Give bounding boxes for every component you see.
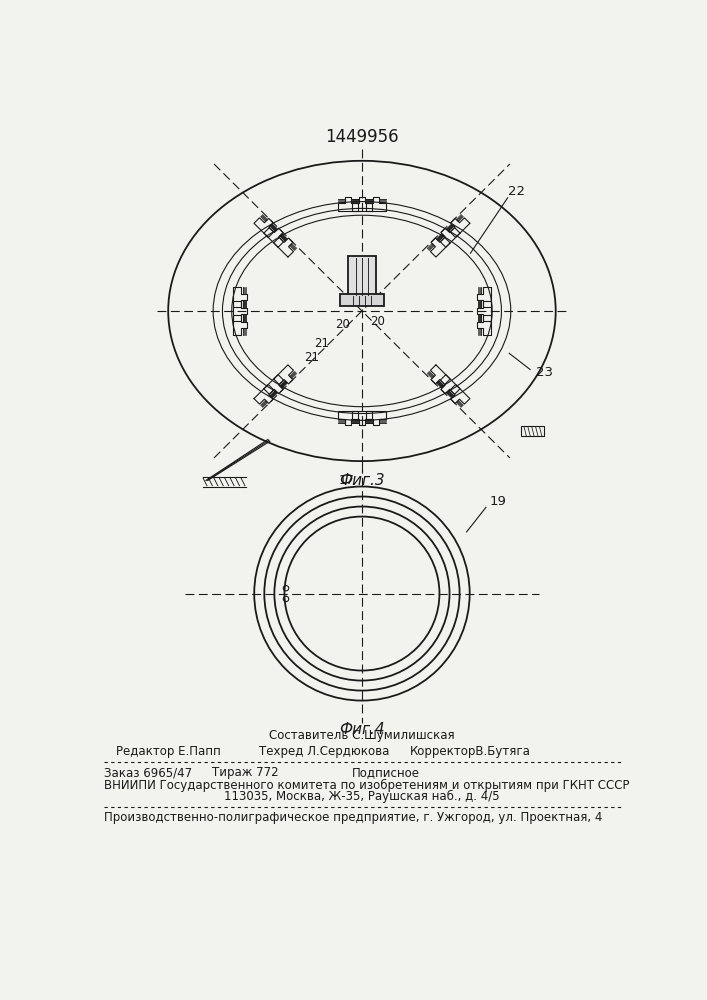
Text: Производственно-полиграфическое предприятие, г. Ужгород, ул. Проектная, 4: Производственно-полиграфическое предприя… xyxy=(104,811,602,824)
Text: Фиг.4: Фиг.4 xyxy=(339,722,385,737)
Bar xyxy=(521,426,544,436)
Text: 23: 23 xyxy=(536,366,553,379)
Text: 20: 20 xyxy=(335,318,350,331)
Text: 20: 20 xyxy=(370,315,385,328)
Text: Тираж 772: Тираж 772 xyxy=(212,766,279,779)
Text: 1449956: 1449956 xyxy=(325,128,399,146)
Bar xyxy=(340,294,384,306)
Text: 17: 17 xyxy=(339,474,354,487)
Text: КорректорВ.Бутяга: КорректорВ.Бутяга xyxy=(410,745,531,758)
Text: Заказ 6965/47: Заказ 6965/47 xyxy=(104,766,192,779)
Text: ВНИИПИ Государственного комитета по изобретениям и открытиям при ГКНТ СССР: ВНИИПИ Государственного комитета по изоб… xyxy=(104,779,629,792)
Text: 21: 21 xyxy=(304,351,319,364)
Text: Фиг.3: Фиг.3 xyxy=(339,473,385,488)
Text: 113035, Москва, Ж-35, Раушская наб., д. 4/5: 113035, Москва, Ж-35, Раушская наб., д. … xyxy=(224,790,500,803)
Text: Подписное: Подписное xyxy=(352,766,420,779)
Text: 21: 21 xyxy=(314,337,329,350)
Text: 19: 19 xyxy=(489,495,506,508)
Text: Редактор Е.Папп: Редактор Е.Папп xyxy=(115,745,221,758)
Text: Составитель С.Шумилишская: Составитель С.Шумилишская xyxy=(269,730,455,742)
Text: 22: 22 xyxy=(508,185,525,198)
Text: Техред Л.Сердюкова: Техред Л.Сердюкова xyxy=(259,745,390,758)
Bar xyxy=(348,256,376,297)
